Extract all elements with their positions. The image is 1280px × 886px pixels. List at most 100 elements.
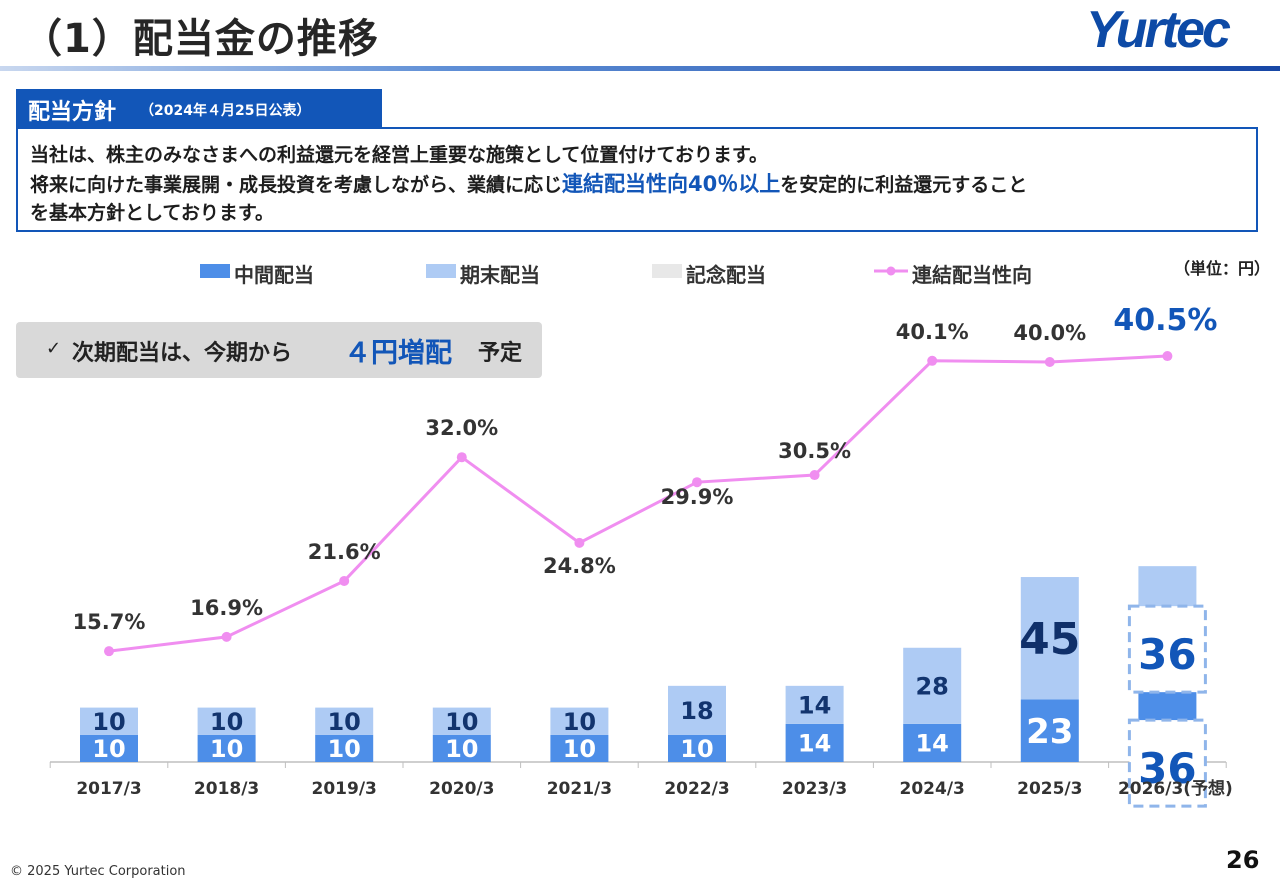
bar-year-end-label: 36 xyxy=(1138,630,1196,679)
bar-interim-label: 10 xyxy=(327,735,360,763)
note-text-highlight: ４円増配 xyxy=(344,338,452,369)
x-tick-label: 2020/3 xyxy=(429,779,494,799)
bar-year-end xyxy=(315,707,374,735)
bar-year-end xyxy=(550,707,609,735)
legend-payout-label: 連結配当性向 xyxy=(912,263,1032,287)
bar-interim-label: 14 xyxy=(915,730,948,758)
payout-ratio-label: 15.7% xyxy=(73,610,146,634)
payout-ratio-point xyxy=(927,355,938,366)
bar-year-end-label: 10 xyxy=(92,708,125,736)
legend-commemorative-label: 記念配当 xyxy=(686,263,766,287)
copyright: © 2025 Yurtec Corporation xyxy=(10,864,186,879)
bar-year-end xyxy=(668,685,726,735)
bar-year-end xyxy=(432,707,491,735)
bar-interim-label: 10 xyxy=(92,735,125,763)
x-tick-label: 2017/3 xyxy=(76,779,141,799)
bar-interim-label: 10 xyxy=(680,735,713,763)
x-tick-label: 2024/3 xyxy=(900,779,965,799)
bar-year-end xyxy=(197,707,256,735)
payout-ratio-label: 32.0% xyxy=(425,416,498,440)
bar-interim-label: 23 xyxy=(1026,712,1073,752)
payout-ratio-label: 40.1% xyxy=(896,320,969,344)
bar-year-end-label: 45 xyxy=(1019,614,1080,665)
policy-line-2: 将来に向けた事業展開・成長投資を考慮しながら、業績に応じ連結配当性向40％以上を… xyxy=(30,168,1027,198)
policy-date: （2024年４月25日公表） xyxy=(140,103,311,119)
bar-year-end xyxy=(1020,577,1079,700)
bar-interim xyxy=(432,734,491,762)
next-dividend-note: ✓ 次期配当は、今期から ４円増配 予定 xyxy=(16,322,542,378)
note-text-post: 予定 xyxy=(478,341,523,366)
payout-ratio-label: 40.0% xyxy=(1013,321,1086,345)
legend-payout-swatch xyxy=(874,266,908,276)
check-icon: ✓ xyxy=(46,338,62,359)
bar-interim-label: 10 xyxy=(563,735,596,763)
policy-line-2-pre: 将来に向けた事業展開・成長投資を考慮しながら、業績に応じ xyxy=(30,174,563,196)
payout-ratio-label: 21.6% xyxy=(308,540,381,564)
bar-year-end-label: 14 xyxy=(798,692,831,720)
policy-line-1: 当社は、株主のみなさまへの利益還元を経営上重要な施策として位置付けております。 xyxy=(30,144,768,166)
payout-ratio-point xyxy=(456,452,467,463)
legend-commemorative-swatch xyxy=(652,264,682,278)
bar-year-end-label: 10 xyxy=(445,708,478,736)
payout-ratio-label: 16.9% xyxy=(190,596,263,620)
bar-interim-label: 36 xyxy=(1138,744,1196,793)
legend-interim-swatch xyxy=(200,264,230,278)
company-logo: Yurtec xyxy=(1086,1,1231,59)
bar-year-end xyxy=(785,685,844,724)
policy-line-2-post: を安定的に利益還元すること xyxy=(780,174,1028,196)
payout-ratio-label: 30.5% xyxy=(778,439,851,463)
x-tick-label: 2019/3 xyxy=(312,779,377,799)
payout-ratio-point xyxy=(692,477,702,488)
bar-year-end-label: 18 xyxy=(680,697,713,725)
policy-heading: 配当方針 xyxy=(28,100,117,125)
bar-interim xyxy=(80,734,138,762)
payout-ratio-line xyxy=(108,354,1168,653)
payout-ratio-label: 40.5% xyxy=(1113,303,1217,338)
payout-ratio-point xyxy=(1044,357,1055,367)
page-title: （1）配当金の推移 xyxy=(22,16,379,62)
payout-ratio-label: 24.8% xyxy=(543,554,616,578)
policy-line-3: を基本方針としております。 xyxy=(30,202,274,224)
bar-year-end xyxy=(903,647,962,724)
x-tick-label: 2021/3 xyxy=(547,779,612,799)
bar-year-end-label: 28 xyxy=(915,672,948,700)
bar-year-end-label: 10 xyxy=(563,708,596,736)
note-text-pre: 次期配当は、今期から xyxy=(72,341,293,366)
bar-interim xyxy=(197,734,256,762)
x-tick-label: 2023/3 xyxy=(782,779,847,799)
unit-label: （単位：円） xyxy=(1174,259,1271,278)
legend-year-end-label: 期末配当 xyxy=(460,263,540,287)
forecast-interim-box xyxy=(1127,718,1207,808)
bar-year-end xyxy=(80,707,138,735)
x-tick-label: 2025/3 xyxy=(1017,779,1082,799)
bar-year-end-label: 10 xyxy=(327,708,360,736)
page-number: 26 xyxy=(1226,846,1260,874)
bar-interim-label: 10 xyxy=(445,735,478,763)
bar-interim-label: 10 xyxy=(210,735,243,763)
bar-interim xyxy=(668,734,726,762)
title-divider xyxy=(0,66,1280,71)
x-tick-label: 2018/3 xyxy=(194,779,259,799)
legend-interim-label: 中間配当 xyxy=(234,263,314,287)
x-tick-label: 2026/3(予想) xyxy=(1118,778,1233,799)
bar-interim xyxy=(903,723,962,762)
forecast-year-end-box xyxy=(1127,604,1207,694)
bar-interim xyxy=(1020,699,1079,762)
payout-ratio-point xyxy=(1162,351,1173,362)
legend-year-end-swatch xyxy=(426,264,456,278)
x-tick-label: 2022/3 xyxy=(664,779,729,799)
bar-interim xyxy=(550,734,609,762)
payout-ratio-point xyxy=(809,470,820,481)
bar-interim-label: 14 xyxy=(798,730,831,758)
payout-ratio-point xyxy=(104,646,114,657)
policy-highlight: 連結配当性向40％以上 xyxy=(562,172,781,196)
bar-interim xyxy=(785,723,844,762)
policy-heading-box: 配当方針 （2024年４月25日公表） xyxy=(16,89,382,127)
bar-year-end-label: 10 xyxy=(210,708,243,736)
payout-ratio-label: 29.9% xyxy=(661,485,734,509)
payout-ratio-point xyxy=(574,537,585,548)
bar-interim xyxy=(315,734,374,762)
payout-ratio-point xyxy=(221,631,232,642)
payout-ratio-point xyxy=(339,575,350,586)
